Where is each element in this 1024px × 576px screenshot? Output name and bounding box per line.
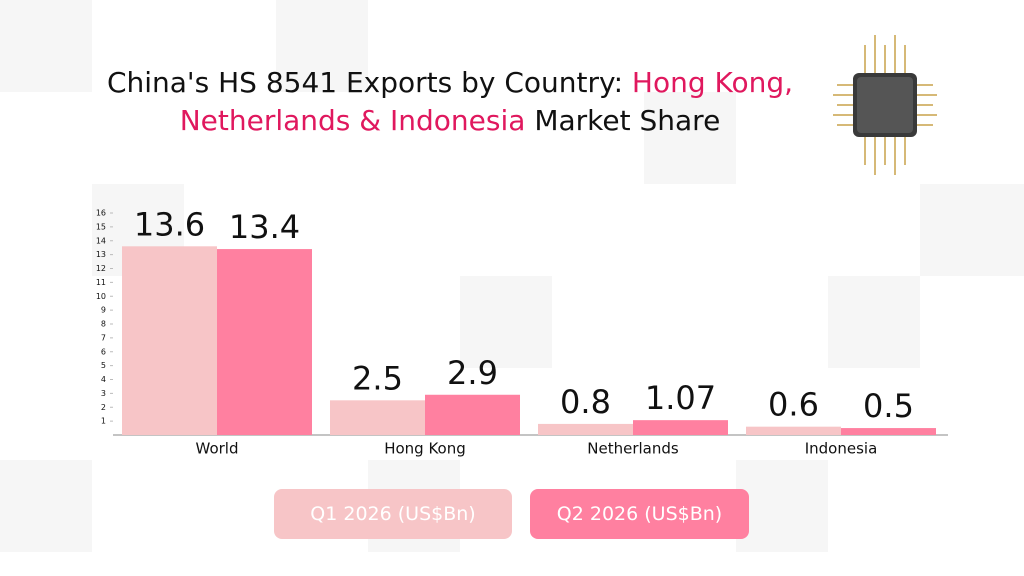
title-part: China's HS 8541 Exports by Country: xyxy=(106,66,624,99)
y-tick-label: 16 xyxy=(96,209,106,218)
legend-item: Q2 2026 (US$Bn) xyxy=(530,489,749,539)
x-tick-label: Netherlands xyxy=(587,440,679,458)
value-label: 13.6 xyxy=(134,205,205,243)
y-tick-label: 13 xyxy=(96,250,106,259)
chip-icon xyxy=(833,35,937,175)
legend-item: Q1 2026 (US$Bn) xyxy=(274,489,512,539)
value-label: 13.4 xyxy=(229,208,300,246)
y-tick-label: 12 xyxy=(96,264,106,273)
value-label: 0.8 xyxy=(560,383,611,421)
bar xyxy=(217,249,312,435)
title-highlight: Hong Kong, Netherlands & Indonesia xyxy=(179,66,794,137)
bar xyxy=(633,420,728,435)
y-tick-label: 14 xyxy=(96,236,106,245)
y-tick-label: 11 xyxy=(96,278,106,287)
value-label: 2.9 xyxy=(447,354,498,392)
y-tick-label: 8 xyxy=(101,320,106,329)
y-tick-label: 4 xyxy=(101,375,106,384)
value-label: 0.6 xyxy=(768,386,819,424)
x-tick-label: World xyxy=(196,440,239,458)
y-tick-label: 5 xyxy=(101,361,106,370)
bar xyxy=(330,400,425,435)
y-tick-label: 1 xyxy=(101,417,106,426)
y-tick-label: 10 xyxy=(96,292,106,301)
value-label: 2.5 xyxy=(352,359,403,397)
y-tick-label: 3 xyxy=(101,389,106,398)
bar xyxy=(746,426,841,435)
y-tick-label: 6 xyxy=(101,347,106,356)
bar xyxy=(122,246,217,435)
bar xyxy=(841,428,936,435)
title-part: Market Share xyxy=(534,104,721,137)
y-tick-label: 7 xyxy=(101,333,106,342)
y-tick-label: 9 xyxy=(101,306,106,315)
value-label: 0.5 xyxy=(863,387,914,425)
chart-title: China's HS 8541 Exports by Country: Hong… xyxy=(90,64,810,140)
y-tick-label: 15 xyxy=(96,222,106,231)
x-tick-label: Indonesia xyxy=(805,440,878,458)
bar xyxy=(425,394,520,435)
bar xyxy=(538,423,633,435)
x-tick-label: Hong Kong xyxy=(384,440,466,458)
value-label: 1.07 xyxy=(645,379,716,417)
y-tick-label: 2 xyxy=(101,403,106,412)
